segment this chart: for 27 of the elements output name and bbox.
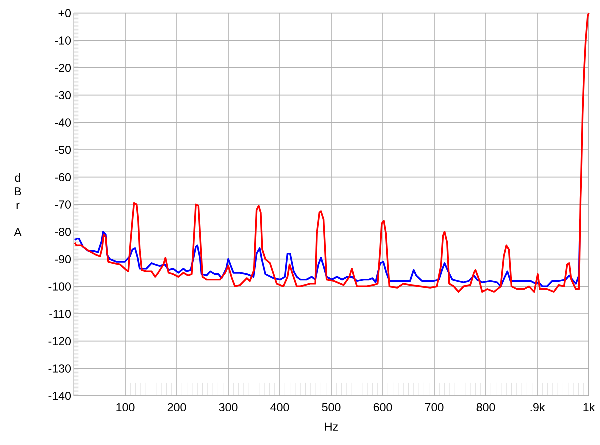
y-tick-label: -120 [48, 337, 72, 346]
y-tick-label: -70 [55, 200, 72, 209]
x-axis-title: Hz [325, 422, 338, 431]
x-tick-label: 100 [116, 403, 135, 412]
x-tick-label: 800 [476, 403, 496, 412]
y-tick-label: -10 [55, 36, 72, 45]
x-tick-label: 600 [374, 403, 392, 412]
x-tick-label: 200 [168, 403, 186, 412]
y-tick-label: -140 [48, 392, 72, 400]
x-tick-label: 300 [219, 403, 238, 412]
y-tick-label: -20 [55, 64, 72, 72]
x-tick-label: 500 [322, 403, 341, 412]
y-tick-label: -100 [48, 282, 72, 291]
y-tick-label: -110 [50, 310, 72, 318]
x-tick-label: 700 [425, 403, 444, 412]
x-tick-label: .9k [530, 403, 546, 412]
y-tick-label: -30 [55, 91, 72, 100]
y-tick-label: -50 [55, 146, 72, 154]
text: dBr A [14, 174, 22, 236]
y-tick-label: -60 [55, 173, 72, 182]
x-tick-label: 1k [584, 403, 596, 412]
y-tick-label: -40 [55, 118, 72, 127]
x-tick-label: 400 [270, 403, 290, 412]
y-tick-label: -130 [48, 364, 72, 373]
y-tick-label: -80 [55, 228, 72, 236]
y-tick-label: +0 [58, 9, 72, 18]
y-tick-label: -90 [55, 255, 72, 264]
